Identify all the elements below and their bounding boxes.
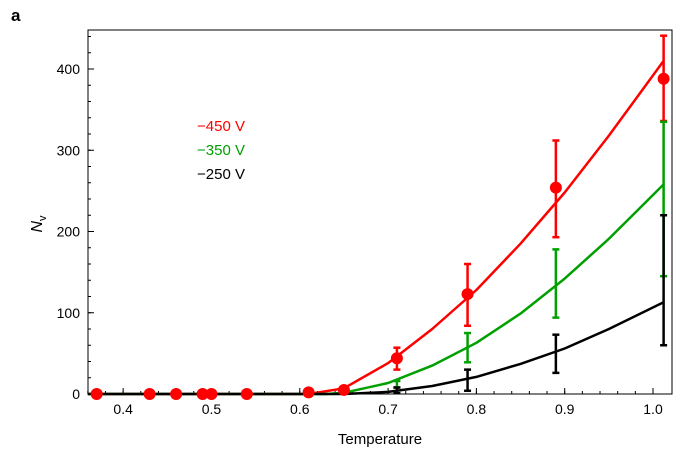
y-tick-label: 300 <box>57 142 81 158</box>
y-tick-label: 0 <box>72 386 80 402</box>
x-tick-label: 0.9 <box>555 401 575 417</box>
x-tick-label: 0.6 <box>290 401 310 417</box>
y-axis-label-sub: v <box>37 215 49 221</box>
data-point <box>170 388 183 400</box>
data-point <box>302 386 315 399</box>
fit-curve-0 <box>87 60 665 396</box>
x-tick-label: 0.4 <box>113 401 133 417</box>
data-point <box>240 388 253 400</box>
plot-frame <box>87 29 673 395</box>
legend-entry-0: −450 V <box>197 118 245 135</box>
data-point <box>205 388 218 400</box>
y-axis-label-main: N <box>29 221 46 233</box>
data-point <box>90 388 103 400</box>
y-tick-label: 400 <box>57 61 81 77</box>
y-tick-label: 200 <box>57 224 81 240</box>
legend-entry-2: −250 V <box>197 166 245 183</box>
x-axis-label: Temperature <box>338 431 422 448</box>
data-point <box>657 72 670 85</box>
data-point <box>549 181 562 194</box>
fit-curve-1 <box>87 183 665 396</box>
data-point <box>143 388 156 400</box>
x-tick-label: 0.7 <box>378 401 398 417</box>
data-point <box>337 383 350 396</box>
data-point <box>390 352 403 365</box>
y-axis-label: Nv <box>29 215 49 233</box>
y-tick-label: 100 <box>57 305 81 321</box>
x-tick-label: 1.0 <box>643 401 663 417</box>
data-point <box>461 288 474 301</box>
x-tick-label: 0.5 <box>202 401 222 417</box>
x-tick-label: 0.8 <box>467 401 487 417</box>
fit-curve-2 <box>87 301 665 396</box>
legend-entry-1: −350 V <box>197 142 245 159</box>
panel-label: a <box>11 6 21 25</box>
data-point <box>196 388 209 400</box>
